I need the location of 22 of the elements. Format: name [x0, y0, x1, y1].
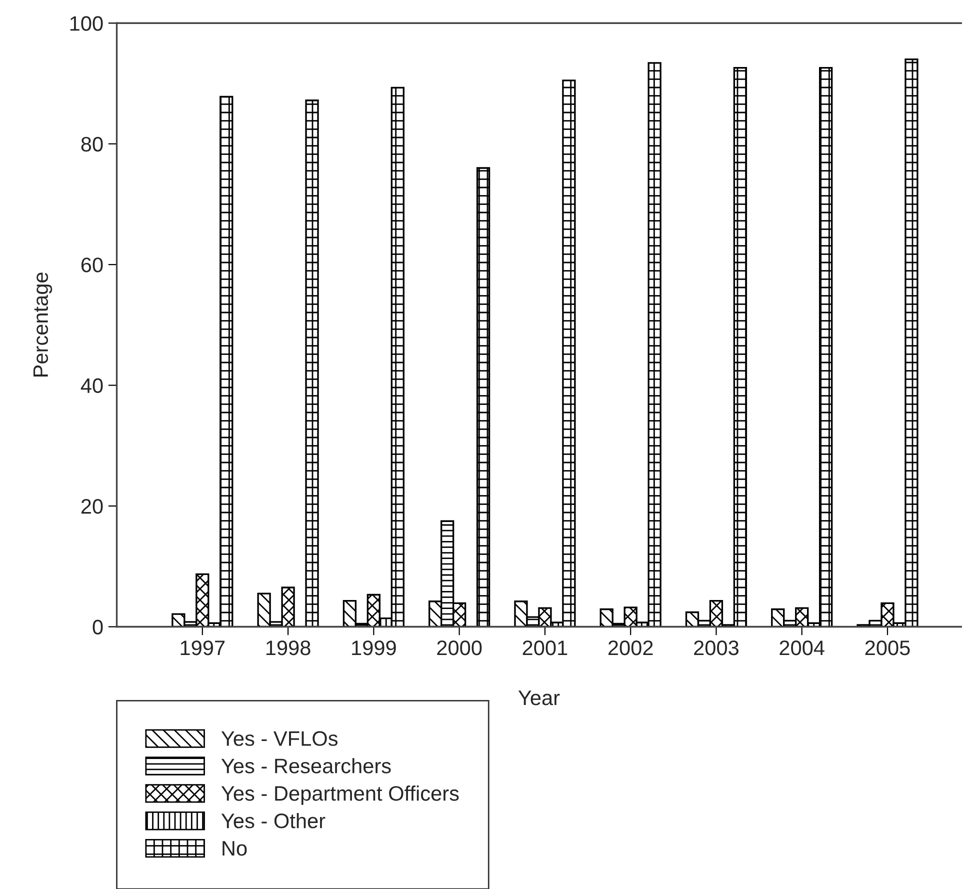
- y-tick-label: 20: [81, 499, 103, 514]
- x-tick-label: 1999: [352, 640, 396, 656]
- legend-label: Yes - Department Officers: [221, 786, 459, 805]
- x-tick-label: 2003: [694, 640, 738, 656]
- x-tick-label: 2002: [608, 640, 653, 656]
- legend-label: Yes - Researchers: [221, 758, 391, 774]
- y-tick-label: 60: [81, 258, 103, 272]
- x-tick-label: 1998: [266, 640, 310, 656]
- x-tick-label: 2001: [522, 640, 568, 656]
- x-tick-label: 2005: [865, 640, 910, 656]
- y-axis-title: Percentage: [33, 272, 52, 376]
- y-tick-label: 40: [80, 378, 103, 394]
- y-tick-label: 80: [81, 136, 103, 152]
- x-tick-label: 2000: [437, 640, 482, 656]
- y-tick-label: 0: [92, 620, 103, 634]
- y-tick-label: 100: [70, 16, 103, 31]
- legend-label: No: [222, 841, 247, 856]
- legend-label: Yes - VFLOs: [221, 731, 338, 746]
- x-tick-label: 2004: [780, 640, 824, 656]
- legend-label: Yes - Other: [221, 812, 326, 828]
- x-tick-label: 1997: [180, 640, 225, 656]
- x-axis-title: Year: [518, 690, 560, 706]
